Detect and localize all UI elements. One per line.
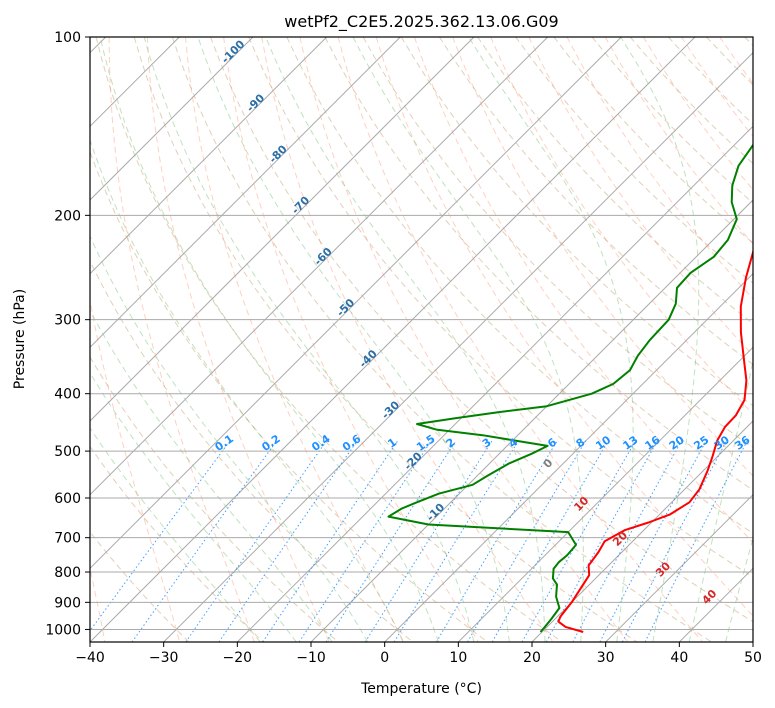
theta-e-line <box>108 37 255 642</box>
isotherm-line <box>90 37 622 570</box>
dry-adiabat-line <box>90 150 488 642</box>
y-tick-label: 300 <box>54 313 81 329</box>
mixing-ratio-line <box>545 440 659 642</box>
axis-ticks: −40 −30 −20 −10 0 10 20 30 40 50 100 200 300 400 500 60… <box>45 30 762 666</box>
moist-adiabat-line <box>725 536 753 642</box>
y-tick-label: 200 <box>54 208 81 224</box>
mixing-ratio-line <box>262 440 399 642</box>
y-tick-label: 600 <box>54 491 81 507</box>
theta-e-line <box>490 37 753 415</box>
theta-e-line <box>337 37 703 642</box>
x-tick-label: 10 <box>449 650 467 666</box>
y-tick-label: 800 <box>54 565 81 581</box>
y-tick-label: 900 <box>54 595 81 611</box>
isotherm-line <box>384 272 753 642</box>
x-tick-label: 50 <box>744 650 762 666</box>
background-grid <box>90 37 753 642</box>
moist-adiabat-line <box>197 37 510 642</box>
dry-adiabat-line <box>477 37 753 325</box>
theta-e-line <box>90 297 181 642</box>
mixing-ratio-line <box>364 440 493 642</box>
moist-adiabat-line <box>90 138 404 642</box>
dry-adiabat-line <box>324 37 753 491</box>
dewpoint-profile-line <box>387 143 753 633</box>
isotherm-line <box>90 37 328 275</box>
moist-adiabat-line <box>90 427 261 642</box>
theta-e-line <box>413 37 753 544</box>
moist-adiabat-line <box>99 37 439 642</box>
mixing-ratio-line <box>185 440 328 642</box>
mixing-ratio-line <box>572 440 683 642</box>
moist-adiabat-line <box>265 37 546 642</box>
theta-e-line <box>375 37 753 617</box>
dry-adiabat-line <box>248 37 753 578</box>
dry-adiabat-line <box>90 356 339 642</box>
y-tick-label: 500 <box>54 444 81 460</box>
isotherm-line <box>163 51 753 642</box>
moist-adiabat-line <box>90 371 297 642</box>
theta-e-line <box>528 37 753 357</box>
dry-adiabat-line <box>133 37 638 642</box>
moist-adiabat-line <box>620 37 700 642</box>
moist-adiabat-line <box>352 37 584 642</box>
y-tick-label: 700 <box>54 531 81 547</box>
x-tick-label: −20 <box>223 650 253 666</box>
moist-adiabat-line <box>90 234 369 642</box>
mixing-ratio-line <box>298 440 432 642</box>
dry-adiabat-line <box>171 37 712 642</box>
dry-adiabat-line <box>210 37 753 623</box>
isotherm-line <box>605 493 753 642</box>
moist-adiabat-line <box>90 309 333 642</box>
x-tick-label: 20 <box>523 650 541 666</box>
dry-adiabat-line <box>438 37 753 366</box>
x-tick-label: 0 <box>380 650 389 666</box>
mixing-ratio-line <box>521 440 637 642</box>
y-tick-label: 100 <box>54 30 81 46</box>
isotherm-line <box>90 37 549 496</box>
x-tick-label: −40 <box>75 650 105 666</box>
plot-frame <box>89 36 754 643</box>
mixing-ratio-line <box>393 440 520 642</box>
dry-adiabat-line <box>95 37 563 642</box>
y-tick-label: 400 <box>54 387 81 403</box>
theta-e-line <box>185 37 405 642</box>
mixing-ratio-line <box>435 440 558 642</box>
mixing-ratio-line <box>131 440 278 642</box>
profile-lines <box>387 143 753 633</box>
theta-e-line <box>299 37 629 642</box>
isotherm-line <box>90 37 254 201</box>
y-axis-label: Pressure (hPa) <box>12 289 28 389</box>
x-tick-label: 40 <box>670 650 688 666</box>
isotherm-line <box>457 346 753 642</box>
y-tick-label: 1000 <box>45 622 81 638</box>
x-tick-label: 30 <box>597 650 615 666</box>
isotherm-line <box>90 37 696 642</box>
dry-adiabat-line <box>90 445 264 642</box>
theta-e-line <box>223 37 479 642</box>
mixing-ratio-line <box>491 440 609 642</box>
mixing-ratio-line <box>325 440 457 642</box>
mixing-ratio-line <box>467 440 587 642</box>
mixing-ratio-line <box>644 440 748 642</box>
isotherm-line <box>90 37 475 422</box>
mixing-ratio-line <box>90 440 231 632</box>
isotherm-line <box>90 37 401 349</box>
x-axis-label: Temperature (°C) <box>360 681 482 697</box>
isotherm-line <box>310 199 753 642</box>
chart-title: wetPf2_C2E5.2025.362.13.06.G09 <box>284 12 558 32</box>
temperature-profile-line <box>557 249 753 633</box>
x-tick-label: −30 <box>149 650 179 666</box>
moist-adiabat-line <box>688 358 753 642</box>
isotherm-line <box>531 420 753 642</box>
theta-e-line <box>261 37 554 642</box>
moist-adiabat-line <box>143 37 475 642</box>
isotherm-line <box>236 125 753 642</box>
theta-e-line <box>146 37 330 642</box>
x-tick-label: −10 <box>296 650 326 666</box>
